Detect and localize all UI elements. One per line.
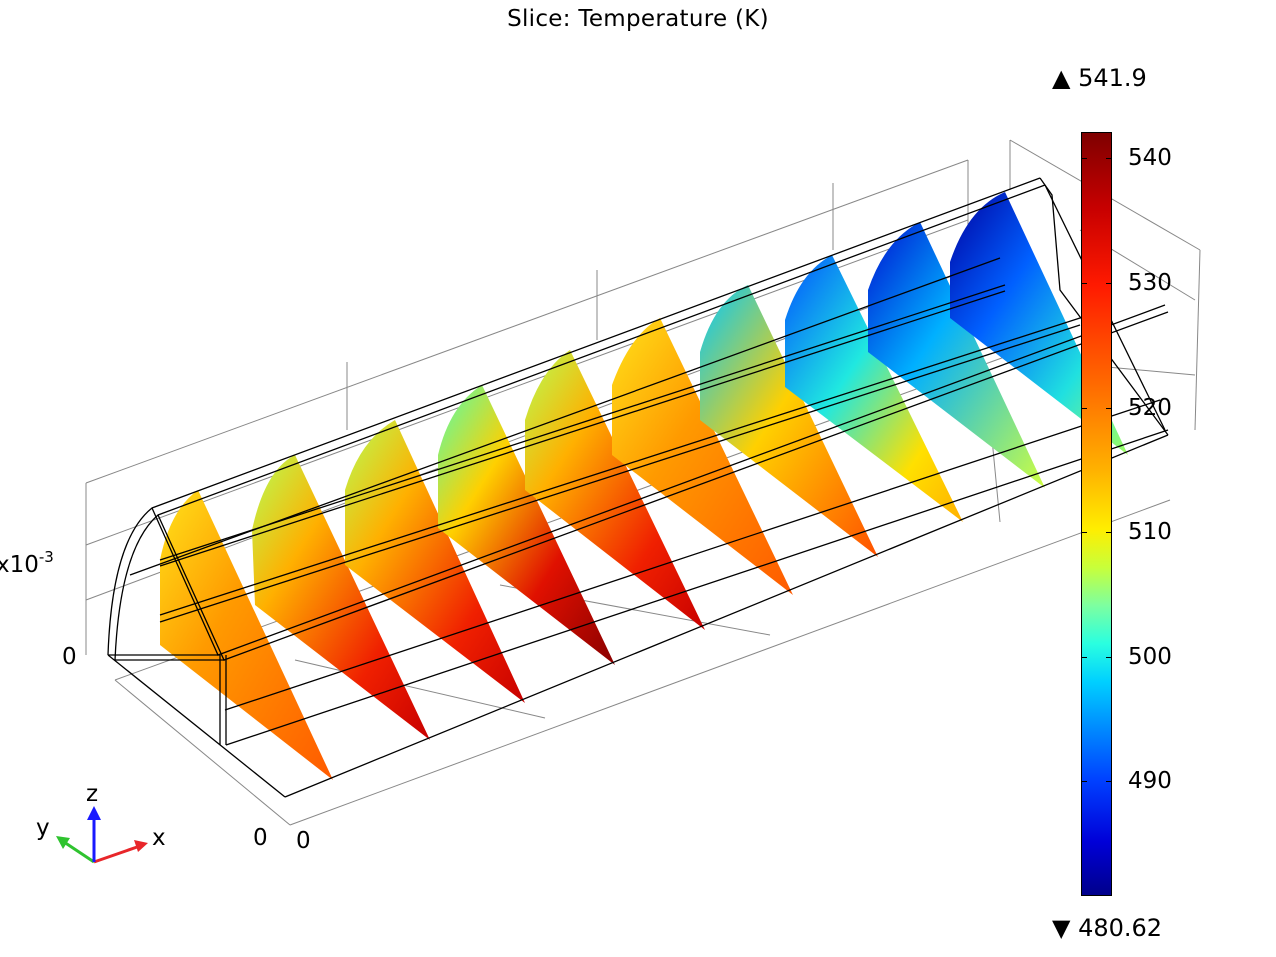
- triad-y-label: y: [36, 815, 50, 841]
- slice-6: [612, 318, 793, 595]
- tick-y0: 0: [253, 825, 268, 851]
- temperature-slices: [160, 192, 1128, 780]
- tick-x0: 0: [296, 828, 311, 854]
- colorbar-tick: 520: [1128, 395, 1172, 421]
- tick-z0: 0: [62, 644, 77, 670]
- x-axis-arrow: [93, 844, 141, 864]
- scale-label: x10-3: [0, 548, 54, 578]
- slice-8: [785, 255, 963, 522]
- slice-1: [160, 490, 333, 780]
- slice-9: [868, 222, 1045, 488]
- axis-triad: x y z: [36, 781, 166, 864]
- plot-title: Slice: Temperature (K): [507, 6, 769, 32]
- axis-labels: x10-3 0 0 0: [0, 548, 311, 854]
- colorbar-tick: 500: [1128, 644, 1172, 670]
- colorbar: [1081, 132, 1112, 896]
- colorbar-tick: 540: [1128, 145, 1172, 171]
- slice-7: [700, 285, 878, 557]
- colorbar-max-label: ▲ 541.9: [1052, 64, 1147, 92]
- colorbar-tick: 490: [1128, 768, 1172, 794]
- geometry-wireframe: [107, 177, 1169, 798]
- y-axis-arrow: [63, 840, 95, 864]
- triad-x-label: x: [152, 825, 166, 851]
- colorbar-tick: 510: [1128, 519, 1172, 545]
- colorbar-tick: 530: [1128, 270, 1172, 296]
- slice-2: [252, 455, 430, 740]
- triad-z-label: z: [86, 781, 98, 807]
- colorbar-min-label: ▼ 480.62: [1052, 914, 1163, 942]
- slice-5: [525, 350, 705, 630]
- grid-box: [85, 139, 1201, 826]
